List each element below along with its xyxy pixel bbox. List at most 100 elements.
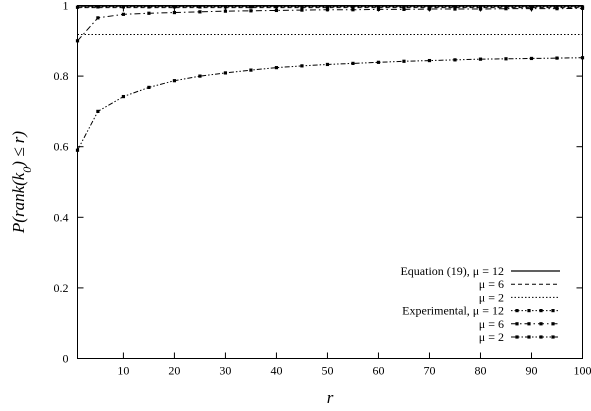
- data-point: [351, 8, 355, 12]
- data-point: [529, 56, 534, 61]
- data-point: [504, 5, 508, 9]
- data-point: [75, 5, 80, 9]
- plot-frame: [77, 5, 583, 359]
- data-point: [427, 5, 432, 9]
- legend-label: μ = 2: [479, 330, 504, 344]
- data-point: [147, 5, 151, 9]
- data-point: [402, 5, 406, 9]
- legend-marker: [527, 309, 531, 313]
- legend-marker: [515, 309, 519, 313]
- series-layer: [75, 5, 585, 152]
- data-point: [249, 68, 253, 72]
- data-point: [453, 5, 457, 9]
- y-axis-title-main: P(rank(k: [9, 172, 28, 234]
- data-point: [274, 66, 279, 70]
- data-point: [478, 5, 483, 9]
- data-point: [478, 57, 483, 61]
- data-point: [121, 12, 126, 16]
- data-point: [376, 7, 381, 11]
- data-point: [529, 7, 534, 11]
- y-tick-label: 0.4: [54, 210, 69, 224]
- data-point: [427, 7, 432, 11]
- data-point: [580, 56, 585, 60]
- y-axis: 0 0.2 0.4 0.6 0.8 1: [54, 0, 583, 366]
- data-point: [172, 10, 177, 15]
- data-point: [300, 8, 304, 12]
- data-point: [223, 9, 228, 13]
- data-point: [198, 5, 202, 9]
- data-point: [172, 79, 177, 83]
- series-4: [75, 6, 585, 43]
- x-tick-label: 70: [423, 364, 435, 378]
- data-point: [75, 148, 80, 152]
- data-point: [249, 9, 253, 13]
- series-3: [75, 5, 585, 9]
- data-point: [478, 7, 483, 11]
- x-axis-title: r: [327, 388, 334, 407]
- data-point: [147, 11, 151, 15]
- data-point: [75, 39, 80, 43]
- data-point: [198, 74, 202, 78]
- data-point: [96, 16, 100, 20]
- data-point: [96, 109, 100, 113]
- y-tick-label: 1: [63, 0, 69, 13]
- legend-marker: [515, 322, 519, 326]
- y-axis-title-rest: ) ≤ r): [9, 131, 28, 168]
- data-point: [580, 6, 585, 10]
- data-point: [147, 85, 151, 89]
- data-point: [376, 60, 381, 64]
- y-tick-label: 0.6: [54, 140, 69, 154]
- data-point: [121, 5, 126, 9]
- y-tick-label: 0.2: [54, 281, 69, 295]
- legend-label: Experimental, μ = 12: [402, 304, 504, 318]
- x-tick-label: 90: [525, 364, 537, 378]
- data-point: [121, 94, 126, 99]
- x-tick-label: 100: [574, 364, 591, 378]
- x-tick-label: 10: [117, 364, 129, 378]
- data-point: [555, 5, 559, 9]
- data-point: [172, 5, 177, 9]
- legend-marker: [527, 335, 531, 339]
- data-point: [249, 5, 253, 9]
- x-tick-label: 20: [168, 364, 180, 378]
- data-point: [223, 5, 228, 9]
- legend-marker: [539, 309, 543, 313]
- legend-marker: [539, 322, 543, 326]
- y-tick-label: 0: [63, 352, 69, 366]
- data-point: [351, 61, 355, 65]
- data-point: [300, 64, 304, 68]
- x-axis: 10 20 30 40 50 60 70 80 90 100: [117, 5, 591, 378]
- data-point: [274, 8, 279, 13]
- data-point: [504, 57, 508, 61]
- legend-marker: [527, 322, 531, 326]
- y-axis-title-subscript: 0: [20, 167, 34, 173]
- data-point: [223, 71, 228, 75]
- x-tick-label: 30: [219, 364, 231, 378]
- series-5: [75, 56, 585, 152]
- data-point: [274, 5, 279, 9]
- legend-label: μ = 6: [479, 277, 504, 291]
- data-point: [402, 7, 406, 11]
- x-tick-label: 80: [474, 364, 486, 378]
- series-line: [77, 7, 583, 42]
- legend-label: μ = 6: [479, 317, 504, 331]
- data-point: [427, 58, 432, 63]
- legend-label: μ = 2: [479, 290, 504, 304]
- data-point: [351, 5, 355, 9]
- data-point: [529, 5, 534, 9]
- data-point: [300, 5, 304, 9]
- data-point: [325, 8, 330, 12]
- series-line: [77, 57, 583, 151]
- data-point: [555, 56, 559, 60]
- legend-marker: [539, 335, 543, 339]
- legend-marker: [551, 335, 555, 339]
- data-point: [453, 7, 457, 11]
- legend-marker: [515, 335, 519, 339]
- x-tick-label: 50: [321, 364, 333, 378]
- y-axis-title: P(rank(k0) ≤ r): [9, 131, 34, 235]
- data-point: [96, 5, 100, 9]
- data-point: [402, 59, 406, 63]
- y-tick-label: 0.8: [54, 69, 69, 83]
- data-point: [325, 62, 330, 67]
